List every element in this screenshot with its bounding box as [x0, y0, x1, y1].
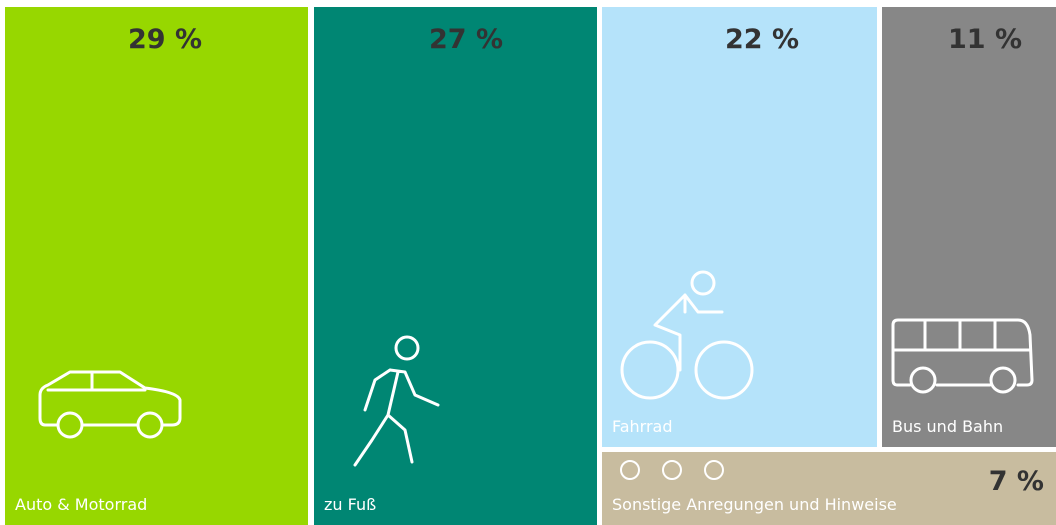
dots-icon: [620, 460, 724, 480]
value-label: 22 %: [725, 24, 799, 55]
tile: [314, 7, 597, 525]
tiles: 29 % Auto & Motorrad 27 % zu Fuß 22 % Fahrrad…: [5, 7, 1056, 525]
tile: [882, 7, 1056, 447]
car-icon: [38, 370, 182, 439]
tile: [602, 7, 877, 447]
walker-icon: [353, 335, 440, 467]
category-label: Fahrrad: [612, 417, 673, 436]
category-label: Sonstige Anregungen und Hinweise: [612, 495, 897, 514]
bike-icon: [620, 270, 754, 400]
bus-icon: [891, 318, 1034, 394]
tile: [5, 7, 308, 525]
value-label: 11 %: [948, 24, 1022, 55]
category-label: zu Fuß: [324, 495, 376, 514]
value-label: 27 %: [429, 24, 503, 55]
category-label: Auto & Motorrad: [15, 495, 147, 514]
category-label: Bus und Bahn: [892, 417, 1003, 436]
value-label: 29 %: [128, 24, 202, 55]
value-label: 7 %: [989, 466, 1044, 497]
